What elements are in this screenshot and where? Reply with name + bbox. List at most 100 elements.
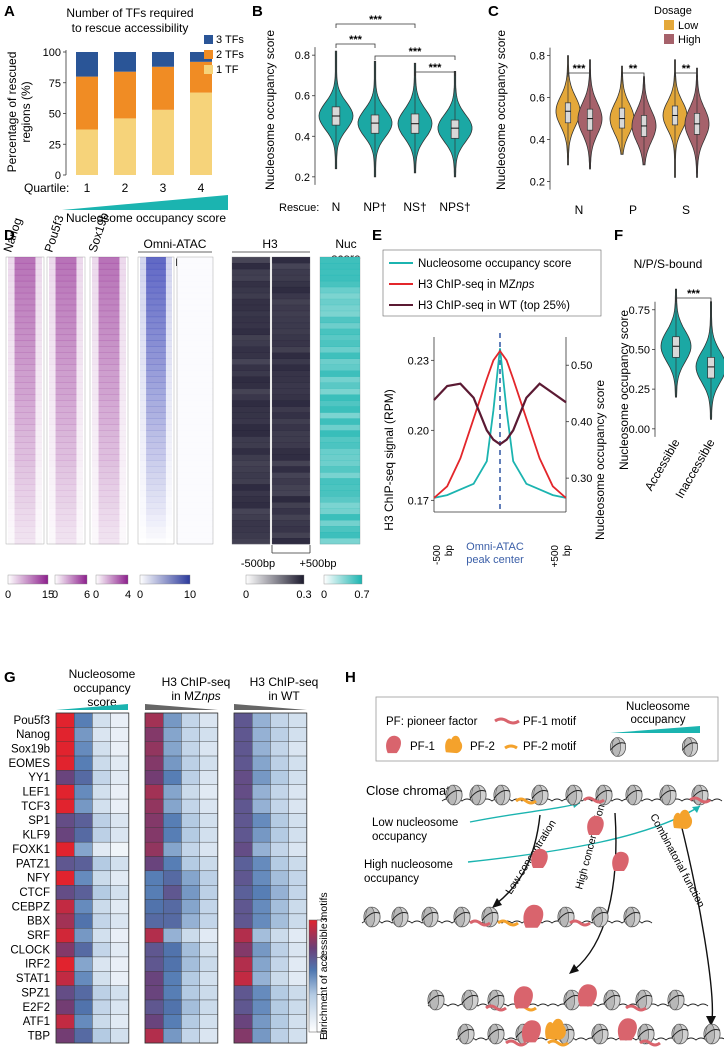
heat-row-bg xyxy=(49,257,83,264)
heat-row xyxy=(320,262,360,270)
g-col3-title-1: H3 ChIP-seq xyxy=(250,675,319,689)
heat-row xyxy=(146,424,166,431)
heat-row xyxy=(177,257,213,263)
panel-a-axis: 0 25 50 75 100 xyxy=(43,47,67,182)
heat-row xyxy=(146,430,166,437)
heat-row-bg xyxy=(8,292,42,300)
heat-cell xyxy=(270,870,289,886)
heat-row-bg xyxy=(92,340,126,347)
heat-row-bg xyxy=(140,257,172,264)
heat-row-bg xyxy=(49,532,83,538)
heat-cell xyxy=(270,999,289,1015)
panel-d-colorscales: 0 150 6 0 4 0 10 0 0.3 0 0.7 xyxy=(5,574,370,601)
panel-e-ylabel-right: Nucleosome occupancy score xyxy=(593,380,607,540)
panel-b-plot: 0.2 0.4 0.6 0.8 N NP† NS† NPS† *** *** *** *** xyxy=(295,14,473,214)
heat-row xyxy=(232,472,270,479)
heat-row xyxy=(232,274,270,282)
heat-row xyxy=(177,335,213,341)
heat-cell xyxy=(270,741,289,757)
heat-row xyxy=(320,400,360,407)
heat-row xyxy=(98,322,120,330)
y-tick-label-right: 0.50 xyxy=(571,360,592,372)
heat-row xyxy=(232,304,270,312)
dna-wrap xyxy=(595,790,613,799)
nucleosome-face xyxy=(565,989,576,1011)
nucleosome-icon xyxy=(421,906,439,928)
dna-wrap xyxy=(481,912,499,921)
heat-cell xyxy=(55,798,75,814)
legend-pf2-motif: PF-2 motif xyxy=(523,741,577,753)
color-scale-bar xyxy=(139,574,191,585)
heat-row xyxy=(98,370,120,377)
heat-cell xyxy=(92,770,111,785)
heat-row xyxy=(14,520,36,527)
heat-cell xyxy=(252,784,271,800)
heat-row-bg xyxy=(92,310,126,318)
heat-row-bg xyxy=(140,388,172,395)
heat-row xyxy=(98,406,120,413)
heat-row-bg xyxy=(8,472,42,479)
heat-cell xyxy=(288,741,307,757)
heat-row xyxy=(14,532,36,539)
heat-row xyxy=(14,430,36,437)
heat-row xyxy=(272,352,310,359)
heat-row-bg xyxy=(8,257,42,264)
pf2-motif-icon xyxy=(504,744,518,750)
heat-row xyxy=(55,310,77,318)
heat-row xyxy=(146,310,166,318)
heat-cell xyxy=(270,928,289,943)
heat-row xyxy=(146,502,166,509)
bar-segment xyxy=(76,129,98,175)
heat-row xyxy=(55,538,77,545)
heat-row-bg xyxy=(49,292,83,300)
heat-cell xyxy=(92,798,111,814)
heat-row xyxy=(177,460,213,466)
heat-row-bg xyxy=(140,424,172,431)
heat-row xyxy=(14,400,36,407)
panel-letter: H xyxy=(345,669,356,686)
heat-row xyxy=(320,472,360,479)
panel-b-ylabel: Nucleosome occupancy score xyxy=(263,30,277,190)
heat-cell xyxy=(270,1014,289,1029)
heat-cell xyxy=(233,885,253,900)
heat-row xyxy=(146,262,166,270)
heat-row xyxy=(232,526,270,533)
heat-row xyxy=(98,388,120,395)
panel-e: E Nucleosome occupancy score H3 ChIP-seq… xyxy=(372,227,607,568)
box xyxy=(586,108,594,131)
heat-row-bg xyxy=(140,538,172,544)
heat-cell xyxy=(199,885,218,900)
heat-row xyxy=(320,460,360,467)
heat-cell xyxy=(144,770,164,785)
heat-row-bg xyxy=(49,376,83,383)
heat-row-bg xyxy=(140,526,172,532)
heat-cell xyxy=(92,1028,111,1044)
heat-row xyxy=(320,490,360,497)
heat-group-border xyxy=(233,712,308,1044)
heat-row xyxy=(98,526,120,533)
heat-row xyxy=(232,370,270,377)
heat-row xyxy=(14,376,36,383)
heat-row xyxy=(177,359,213,365)
heat-cell xyxy=(55,827,75,843)
heat-row-bg xyxy=(49,382,83,389)
pf1-protein xyxy=(612,851,629,871)
heat-row-bg xyxy=(92,454,126,461)
pf1-protein xyxy=(617,1018,637,1041)
sig-bracket xyxy=(674,72,698,77)
scale-min: 0 xyxy=(52,589,58,601)
heat-cell xyxy=(181,870,200,886)
heat-cell xyxy=(55,755,75,771)
heat-row xyxy=(14,526,36,533)
heat-cell xyxy=(252,899,271,915)
heat-row-bg xyxy=(92,442,126,449)
x-tick-label: 4 xyxy=(198,181,205,195)
heat-row xyxy=(98,418,120,425)
x-right-unit: bp xyxy=(562,545,573,557)
heat-row-bg xyxy=(49,526,83,532)
heat-row xyxy=(232,340,270,347)
heat-row xyxy=(177,430,213,436)
heat-row xyxy=(55,322,77,330)
panel-a-title-1: Number of TFs required xyxy=(66,6,193,20)
heat-row xyxy=(320,520,360,527)
